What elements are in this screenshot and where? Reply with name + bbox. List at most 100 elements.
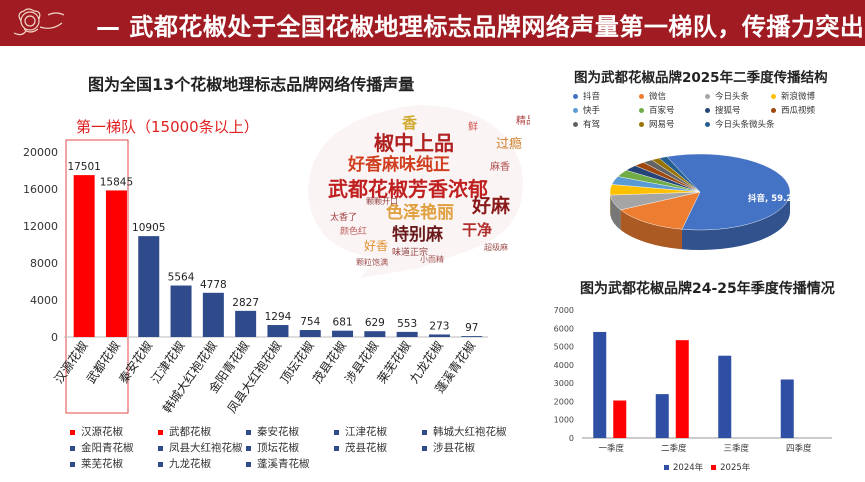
bar (364, 331, 386, 337)
bar-value-label: 15845 (100, 176, 133, 188)
bar (267, 325, 289, 337)
word-cloud-word: 武都花椒芳香浓郁 (328, 177, 488, 201)
legend-swatch (705, 122, 710, 127)
bar-value-label: 553 (397, 318, 417, 330)
word-cloud-word: 小而精 (420, 254, 444, 264)
legend-swatch (246, 429, 251, 435)
word-cloud-bubble (308, 105, 523, 278)
bar (105, 190, 127, 337)
legend-item: 网易号 (639, 118, 675, 130)
bar-value-label: 4778 (200, 279, 227, 291)
legend-item: 今日头条微头条 (705, 118, 775, 130)
legend-label: 凤县大红袍花椒 (169, 442, 243, 454)
legend-label: 搜狐号 (715, 106, 741, 116)
bar (332, 330, 354, 337)
legend-swatch (639, 122, 644, 127)
bar (396, 331, 418, 337)
legend-swatch (70, 429, 75, 435)
tier-highlight-box (65, 139, 129, 414)
word-cloud-word: 过瘾 (496, 136, 522, 152)
legend-swatch (771, 94, 776, 99)
x-tick-label: 一季度 (598, 443, 624, 454)
legend-item: 茂县花椒 (334, 440, 387, 455)
legend-item: 蓬溪青花椒 (246, 456, 310, 471)
word-cloud-word: 香 (402, 114, 417, 132)
legend-item: 涉县花椒 (422, 440, 475, 455)
legend-item: 今日头条 (705, 90, 749, 102)
legend-swatch (705, 94, 710, 99)
legend-swatch (573, 122, 578, 127)
legend-label: 抖音 (583, 92, 601, 102)
legend-swatch (422, 445, 427, 451)
legend-label: 涉县花椒 (433, 442, 475, 454)
legend-swatch (711, 465, 717, 470)
pie-slice-side (682, 192, 790, 250)
legend-label: 金阳青花椒 (81, 442, 134, 454)
legend-swatch (573, 108, 578, 113)
legend-label: 有驾 (583, 120, 601, 130)
x-tick-label: 四季度 (786, 443, 812, 454)
legend-swatch (771, 108, 776, 113)
legend-swatch (70, 445, 75, 451)
y-tick-label: 5000 (554, 343, 574, 352)
legend-label: 新浪微博 (781, 92, 816, 102)
x-tick-label: 二季度 (661, 443, 687, 454)
header-banner: — 武都花椒处于全国花椒地理标志品牌网络声量第一梯队，传播力突出 (0, 0, 865, 46)
legend-item: 武都花椒 (158, 424, 211, 439)
word-cloud-word: 干净 (462, 221, 492, 239)
bar (202, 292, 224, 337)
legend-item: 汉源花椒 (70, 424, 123, 439)
peony-logo-icon (13, 8, 65, 36)
bar (73, 175, 95, 337)
legend-label: 西瓜视频 (781, 106, 816, 116)
bar (461, 336, 483, 337)
legend-swatch (334, 445, 339, 451)
legend-item: 微信 (639, 90, 666, 102)
bar (428, 334, 450, 337)
word-cloud-word: 麻香 (490, 160, 510, 173)
legend-label: 江津花椒 (345, 426, 387, 438)
legend-swatch (158, 461, 163, 467)
bar-value-label: 681 (333, 317, 353, 329)
x-tick-label: 三季度 (723, 443, 749, 454)
legend-item: 2025年 (711, 463, 750, 473)
bar-value-label: 5564 (168, 272, 195, 284)
bar (655, 394, 669, 438)
legend-label: 快手 (583, 106, 601, 116)
bar-value-label: 754 (300, 316, 320, 328)
word-cloud: 香 椒中上品 好香麻味纯正 武都花椒芳香浓郁 色泽艳丽 好麻 特别麻 干净 过瘾… (308, 105, 530, 278)
legend-item: 百家号 (639, 104, 675, 116)
bar-value-label: 10905 (132, 222, 165, 234)
word-cloud-word: 好香 (364, 239, 388, 253)
legend-label: 茂县花椒 (345, 442, 387, 454)
pie-chart-title: 图为武都花椒品牌2025年二季度传播结构 (574, 70, 828, 86)
legend-item: 九龙花椒 (158, 456, 211, 471)
quarter-bar-chart: 0 1000 2000 3000 4000 5000 6000 7000 一季度 二季度 三季度 四季… (554, 306, 832, 454)
pie-slice (658, 156, 701, 193)
y-tick-label: 20000 (23, 146, 58, 159)
legend-label: 2024年 (673, 463, 704, 473)
pie-data-label: 抖音, 59.2 (748, 193, 792, 204)
legend-item: 秦安花椒 (246, 424, 299, 439)
legend-item: 江津花椒 (334, 424, 387, 439)
legend-label: 网易号 (649, 120, 675, 130)
legend-swatch (246, 461, 251, 467)
legend-item: 莱芜花椒 (70, 456, 123, 471)
y-tick-label: 4000 (30, 294, 58, 307)
legend-item: 顶坛花椒 (246, 440, 299, 455)
legend-swatch (246, 445, 251, 451)
legend-label: 秦安花椒 (257, 426, 299, 438)
legend-item: 新浪微博 (771, 90, 815, 102)
word-cloud-word: 鲜 (468, 120, 478, 133)
word-cloud-word: 太香了 (330, 211, 357, 223)
legend-item: 西瓜视频 (771, 104, 815, 116)
legend-item: 有驾 (573, 118, 600, 130)
bar (613, 400, 627, 438)
bar-value-label: 2827 (232, 297, 259, 309)
bar (235, 310, 257, 337)
y-tick-label: 1000 (554, 416, 574, 425)
legend-item: 凤县大红袍花椒 (158, 440, 243, 455)
word-cloud-word: 颗颗开口 (366, 197, 398, 206)
bar-value-label: 1294 (265, 311, 292, 323)
legend-item: 快手 (573, 104, 600, 116)
